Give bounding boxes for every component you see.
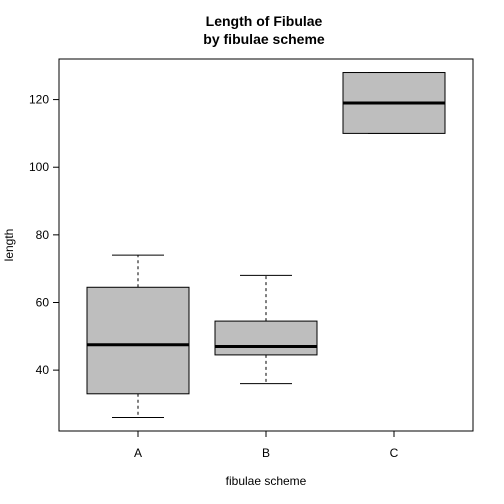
y-tick-label: 60: [36, 295, 50, 309]
y-tick-label: 120: [29, 93, 49, 107]
x-tick-label: B: [262, 446, 270, 460]
iqr-box: [86, 286, 190, 395]
x-axis-label: fibulae scheme: [226, 474, 307, 488]
iqr-box: [214, 320, 318, 356]
x-axis: A B C: [134, 431, 399, 460]
boxes-group: [86, 72, 446, 418]
chart-subtitle: by fibulae scheme: [203, 31, 325, 47]
y-axis-label: length: [2, 229, 16, 262]
x-tick-label: A: [134, 446, 142, 460]
box-A: [86, 254, 190, 418]
x-tick-label: C: [390, 446, 399, 460]
y-tick-label: 80: [36, 228, 50, 242]
box-B: [214, 274, 318, 385]
chart-title: Length of Fibulae: [206, 13, 323, 29]
box-C: [342, 72, 446, 134]
y-tick-label: 40: [36, 363, 50, 377]
y-tick-label: 100: [29, 160, 49, 174]
y-axis: 40 60 80 100 120: [29, 93, 59, 377]
